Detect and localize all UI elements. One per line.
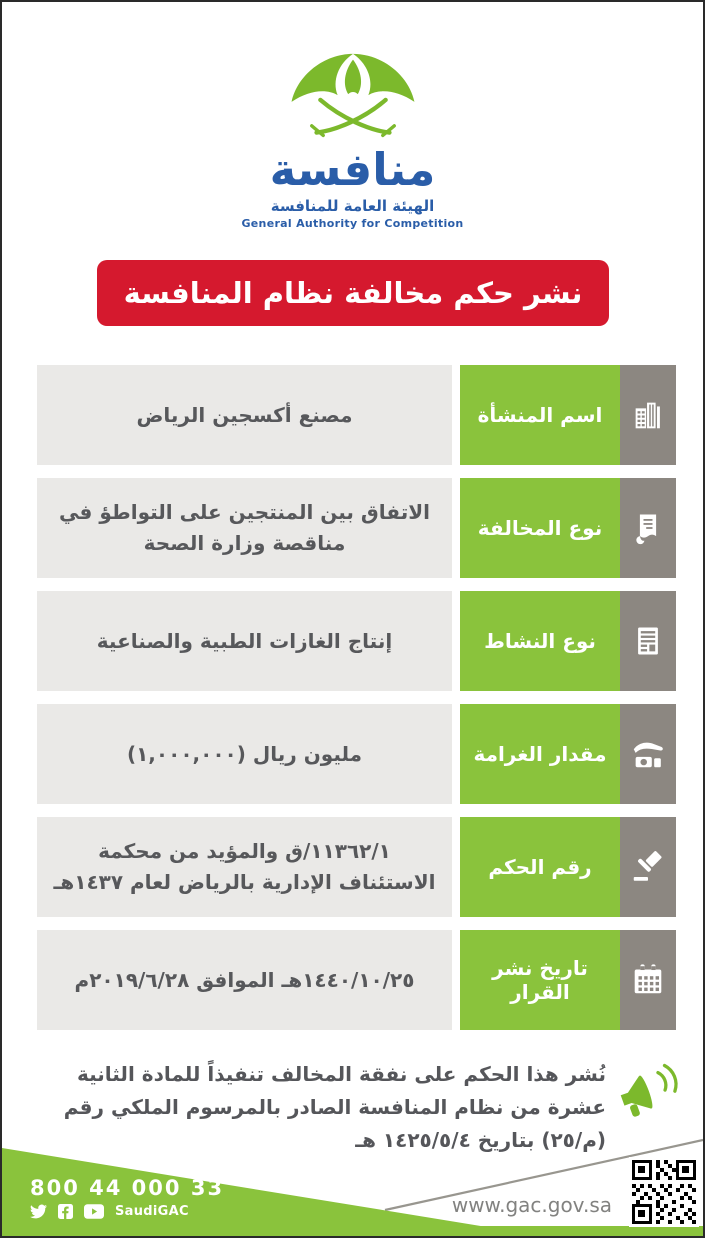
detail-row-violation-type: نوع المخالفة الاتفاق بين المنتجين على ال… — [37, 478, 676, 578]
fine-payment-icon — [620, 704, 676, 804]
row-label: مقدار الغرامة — [460, 704, 620, 804]
row-label: نوع المخالفة — [460, 478, 620, 578]
megaphone-icon — [612, 1058, 682, 1120]
building-icon — [620, 365, 676, 465]
row-value: (١,٠٠٠,٠٠٠) مليون ريال — [37, 704, 452, 804]
authority-name-english: General Authority for Competition — [241, 217, 464, 231]
gac-logo: منافسة الهيئة العامة للمنافسة General Au… — [2, 50, 703, 230]
row-value: ١١٣٦٢/١/ق والمؤيد من محكمة الاستئناف الإ… — [37, 817, 452, 917]
poster-title: نشر حكم مخالفة نظام المنافسة — [123, 276, 583, 310]
facebook-icon — [58, 1204, 73, 1219]
calendar-icon — [620, 930, 676, 1030]
row-label: تاريخ نشر القرار — [460, 930, 620, 1030]
qr-code — [629, 1157, 699, 1227]
palm-swords-emblem-icon — [291, 53, 414, 138]
row-label: اسم المنشأة — [460, 365, 620, 465]
activity-ledger-icon — [620, 591, 676, 691]
social-links: SaudiGAC — [30, 1204, 189, 1219]
footer-decoration — [2, 1138, 703, 1236]
row-value: إنتاج الغازات الطبية والصناعية — [37, 591, 452, 691]
detail-row-judgment-number: رقم الحكم ١١٣٦٢/١/ق والمؤيد من محكمة الا… — [37, 817, 676, 917]
violation-document-icon — [620, 478, 676, 578]
twitter-icon — [30, 1204, 47, 1219]
row-value: مصنع أكسجين الرياض — [37, 365, 452, 465]
website-url: www.gac.gov.sa — [451, 1193, 612, 1217]
detail-row-establishment-name: اسم المنشأة مصنع أكسجين الرياض — [37, 365, 676, 465]
social-handle: SaudiGAC — [115, 1204, 189, 1219]
row-label: نوع النشاط — [460, 591, 620, 691]
youtube-icon — [84, 1204, 104, 1219]
phone-number: 800 44 000 33 — [30, 1176, 225, 1200]
legal-footnote: نُشر هذا الحكم على نفقة المخالف تنفيذاً … — [63, 1062, 606, 1152]
title-banner: نشر حكم مخالفة نظام المنافسة — [97, 260, 609, 326]
detail-row-publication-date: تاريخ نشر القرار ١٤٤٠/١٠/٢٥هـ الموافق ٢٠… — [37, 930, 676, 1030]
gavel-icon — [620, 817, 676, 917]
detail-row-fine-amount: مقدار الغرامة (١,٠٠٠,٠٠٠) مليون ريال — [37, 704, 676, 804]
authority-name-arabic: الهيئة العامة للمنافسة — [270, 197, 435, 216]
brand-wordmark: منافسة — [269, 143, 436, 196]
row-value: الاتفاق بين المنتجين على التواطؤ في مناق… — [37, 478, 452, 578]
row-value: ١٤٤٠/١٠/٢٥هـ الموافق ٢٠١٩/٦/٢٨م — [37, 930, 452, 1030]
detail-row-activity-type: نوع النشاط إنتاج الغازات الطبية والصناعي… — [37, 591, 676, 691]
row-label: رقم الحكم — [460, 817, 620, 917]
